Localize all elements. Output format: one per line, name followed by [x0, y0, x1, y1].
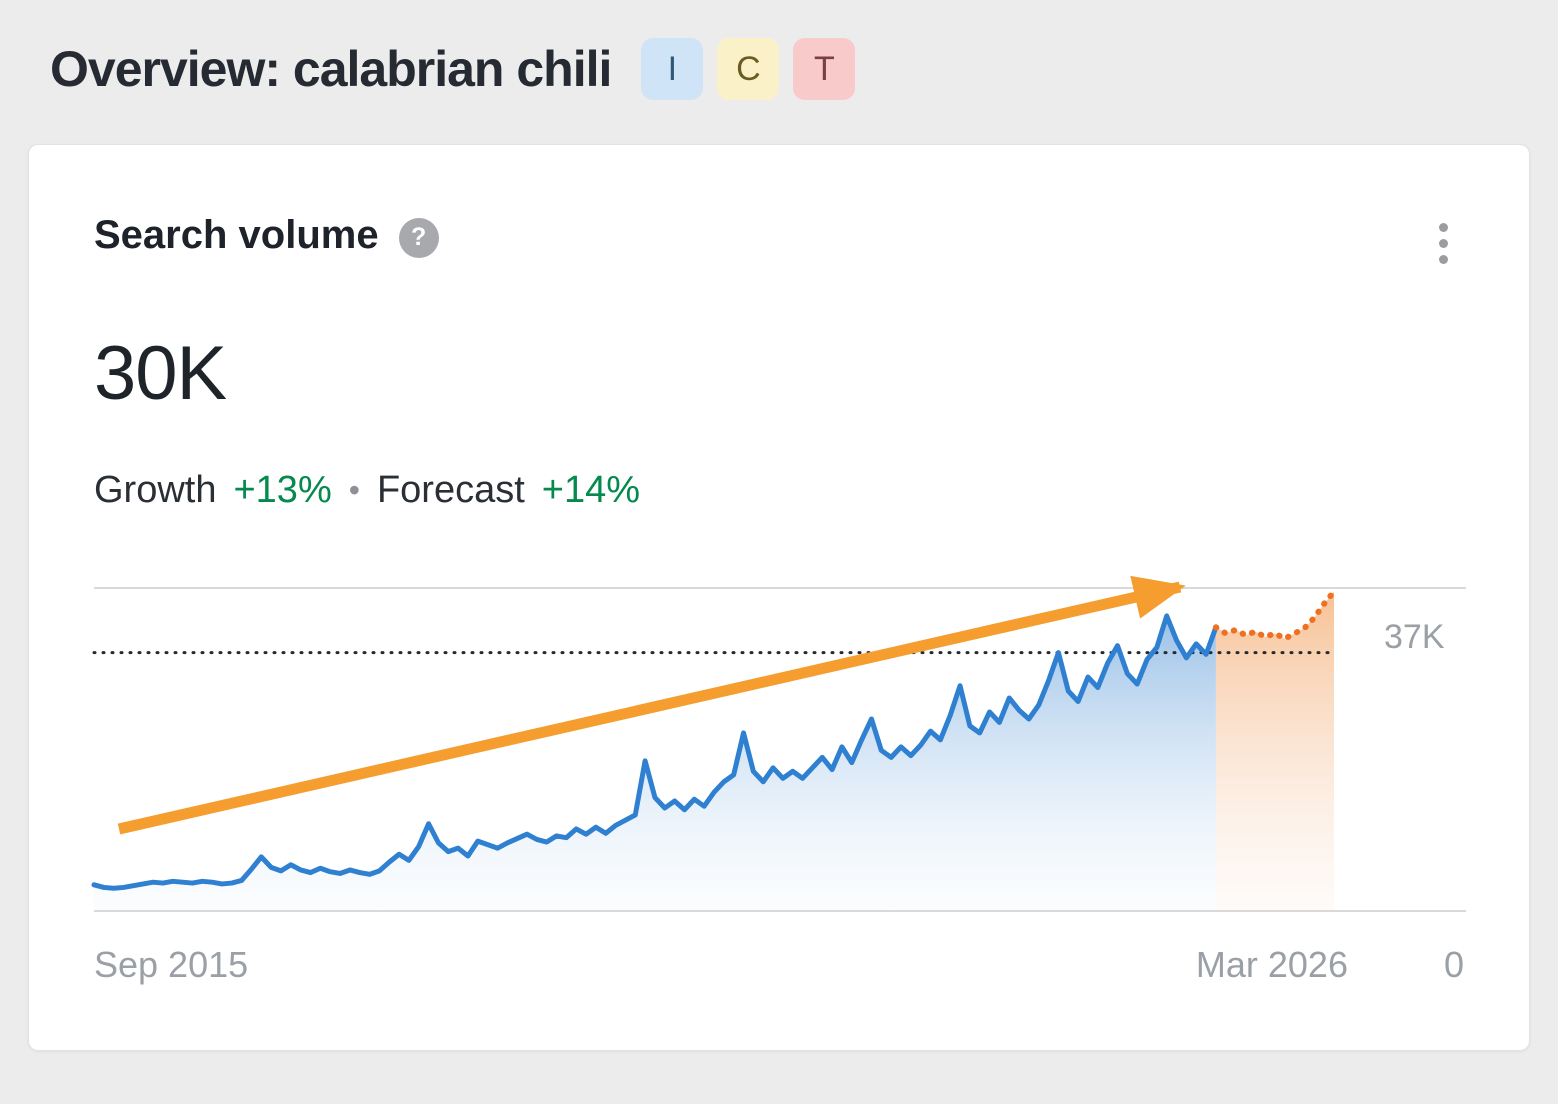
growth-label: Growth	[94, 469, 217, 511]
growth-forecast-row: Growth +13% • Forecast +14%	[94, 469, 1464, 512]
dot-separator: •	[348, 472, 360, 508]
history-line	[91, 613, 1219, 891]
badge-i[interactable]: I	[641, 38, 704, 100]
chart-area: 37K Sep 2015 Mar 2026 0	[91, 575, 1466, 986]
search-volume-chart[interactable]: 37K	[91, 575, 1466, 916]
growth-value: +13%	[233, 469, 332, 511]
forecast-value: +14%	[541, 469, 641, 511]
x-axis-end-label: Mar 2026	[1195, 944, 1348, 985]
card-title: Search volume	[94, 213, 379, 257]
trend-arrow-annotation	[117, 575, 1186, 835]
right-axis-zero-label: 0	[1443, 944, 1464, 985]
badge-t[interactable]: T	[793, 38, 856, 100]
forecast-area-fill	[1215, 591, 1334, 911]
keyword-type-badges: I C T	[641, 38, 856, 100]
card-title-row: Search volume ?	[94, 213, 1464, 272]
forecast-label: Forecast	[376, 469, 525, 511]
x-axis-labels: Sep 2015 Mar 2026 0	[94, 944, 1464, 986]
badge-c[interactable]: C	[717, 38, 780, 100]
page-header: Overview: calabrian chili I C T	[50, 38, 1530, 100]
search-volume-card: Search volume ? 30K Growth +13% • Foreca…	[28, 144, 1530, 1051]
forecast-dotted-line	[1212, 588, 1337, 642]
help-icon[interactable]: ?	[398, 217, 439, 258]
history-area-fill	[94, 615, 1216, 911]
search-volume-value: 30K	[94, 331, 227, 416]
right-axis-max-label: 37K	[1384, 618, 1445, 656]
x-axis-start-label: Sep 2015	[94, 944, 249, 985]
page-title: Overview: calabrian chili	[50, 41, 612, 97]
kebab-menu-icon[interactable]	[1431, 215, 1456, 272]
